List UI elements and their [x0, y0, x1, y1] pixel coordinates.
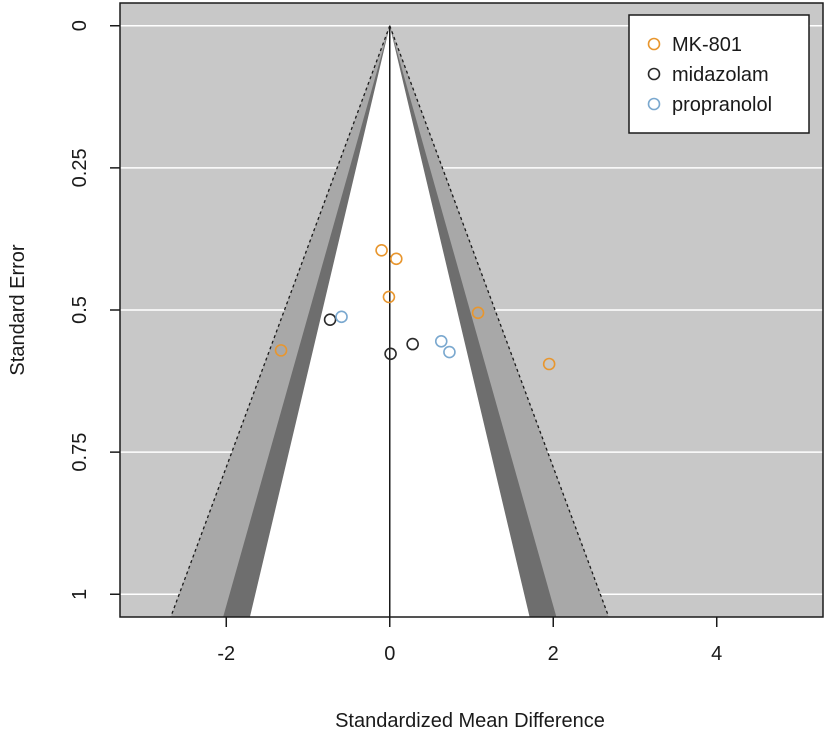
x-tick-label: 0 [384, 643, 395, 665]
x-tick-label: 2 [548, 643, 559, 665]
legend-label: MK-801 [672, 34, 742, 56]
data-point [323, 313, 337, 326]
data-point [384, 347, 397, 361]
y-tick-label: 0.5 [69, 296, 91, 324]
data-point [375, 244, 388, 257]
y-axis-label: Standard Error [7, 244, 29, 376]
data-point [274, 344, 288, 357]
y-tick-label: 0 [69, 20, 91, 31]
data-points [274, 244, 556, 371]
data-point [382, 290, 396, 304]
y-tick-label: 0.75 [69, 433, 91, 472]
data-point [542, 357, 556, 371]
data-point [434, 334, 448, 348]
x-tick-label: -2 [217, 643, 235, 665]
data-point [471, 306, 485, 320]
x-axis-ticks: -2 0 2 4 [217, 617, 722, 665]
data-point [335, 310, 348, 324]
legend: MK-801 midazolam propranolol [628, 14, 810, 134]
y-axis-ticks: 0 0.25 0.5 0.75 1 [69, 20, 120, 600]
data-point [443, 345, 456, 359]
y-tick-label: 1 [69, 589, 91, 600]
legend-marker [647, 37, 661, 51]
legend-marker [647, 97, 661, 111]
data-point [406, 337, 419, 351]
legend-marker [647, 67, 661, 81]
x-tick-label: 4 [711, 643, 722, 665]
legend-label: midazolam [672, 64, 769, 86]
x-axis-label: Standardized Mean Difference [335, 710, 605, 730]
y-tick-label: 0.25 [69, 148, 91, 187]
legend-label: propranolol [672, 94, 772, 116]
data-point [389, 252, 403, 266]
